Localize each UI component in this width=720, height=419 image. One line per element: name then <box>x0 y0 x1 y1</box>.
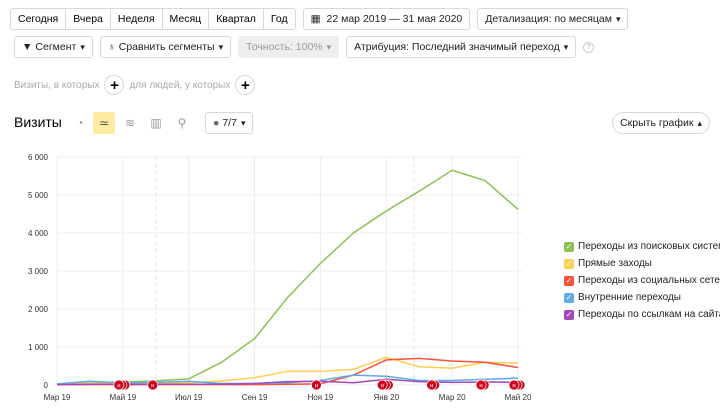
period-month[interactable]: Месяц <box>163 9 210 29</box>
period-selector: Сегодня Вчера Неделя Месяц Квартал Год <box>10 8 296 30</box>
y-tick-label: 2 000 <box>28 305 49 314</box>
chevron-down-icon: ▾ <box>218 41 224 52</box>
series-selector[interactable]: ● 7/7 ▾ <box>205 112 254 134</box>
detail-dropdown[interactable]: Детализация: по месяцам ▾ <box>477 8 629 30</box>
segment-toolbar: ▼ Сегмент ▾ ♁ Сравнить сегменты ▾ Точность: … <box>14 36 595 58</box>
add-visit-condition-button[interactable]: + <box>104 75 125 95</box>
period-week[interactable]: Неделя <box>111 9 163 29</box>
event-marker-icon <box>379 379 391 391</box>
accuracy-dropdown[interactable]: Точность: 100% ▾ <box>238 36 340 58</box>
event-marker-label: н <box>151 384 154 390</box>
add-people-condition-button[interactable]: + <box>235 75 256 95</box>
segment-button[interactable]: ▼ Сегмент ▾ <box>14 36 93 58</box>
event-marker-label: н <box>430 384 433 390</box>
checkbox-icon: ✓ <box>564 292 574 303</box>
event-marker-label: н <box>512 384 515 390</box>
help-icon[interactable]: ? <box>583 41 595 53</box>
attribution-dropdown[interactable]: Атрибуция: Последний значимый переход ▾ <box>346 36 577 58</box>
compare-segments-button[interactable]: ♁ Сравнить сегменты ▾ <box>99 36 232 58</box>
filter-row: Визиты, в которых + для людей, у которых… <box>14 75 256 95</box>
chart-title: Визиты <box>14 114 62 130</box>
y-tick-label: 1 000 <box>28 343 49 352</box>
event-marker-label: н <box>381 384 384 390</box>
legend-item-links[interactable]: ✓ Переходы по ссылкам на сайтах <box>564 309 720 320</box>
x-tick-label: Мар 19 <box>44 393 71 402</box>
x-tick-label: Ноя 19 <box>308 393 334 402</box>
checkbox-icon: ✓ <box>564 309 574 320</box>
chevron-down-icon: ▾ <box>563 41 569 52</box>
event-marker-icon <box>376 379 388 391</box>
event-marker-label: н <box>117 384 120 390</box>
period-quarter[interactable]: Квартал <box>209 9 264 29</box>
map-pin-icon[interactable]: ⚲ <box>177 116 187 130</box>
visits-filter-label: Визиты, в которых <box>14 79 100 91</box>
event-marker-icon <box>511 379 523 391</box>
checkbox-icon: ✓ <box>564 258 574 269</box>
checkbox-icon: ✓ <box>564 241 574 252</box>
y-tick-label: 0 <box>44 381 49 390</box>
event-marker-icon <box>514 379 526 391</box>
chart-legend: ✓ Переходы из поисковых систем ✓ Прямые за… <box>564 238 720 323</box>
event-marker-icon <box>426 379 438 391</box>
chevron-down-icon: ▾ <box>615 13 621 24</box>
chevron-down-icon: ▾ <box>326 41 332 52</box>
chevron-down-icon: ▾ <box>240 117 246 128</box>
x-tick-label: Мар 20 <box>439 393 466 402</box>
series-line <box>56 374 519 385</box>
compare-icon: ♁ <box>107 41 116 53</box>
calendar-icon: ▦ <box>310 13 321 25</box>
event-marker-icon <box>382 379 394 391</box>
x-tick-label: Июл 19 <box>175 393 203 402</box>
chevron-up-icon: ▴ <box>697 117 702 128</box>
date-range-button[interactable]: ▦ 22 мар 2019 — 31 мая 2020 <box>302 8 471 30</box>
legend-item-direct[interactable]: ✓ Прямые заходы <box>564 258 652 269</box>
event-marker-label: н <box>479 384 482 390</box>
event-marker-icon <box>429 379 441 391</box>
series-line <box>57 357 519 386</box>
x-tick-label: Сен 19 <box>242 393 268 402</box>
legend-item-social[interactable]: ✓ Переходы из социальных сетей <box>564 275 720 286</box>
filter-icon: ▼ <box>22 41 33 53</box>
y-tick-label: 3 000 <box>28 267 49 276</box>
y-tick-label: 5 000 <box>28 191 49 200</box>
event-marker-icon <box>475 379 487 391</box>
bar-chart-icon[interactable]: ▥ <box>150 116 162 130</box>
legend-item-search[interactable]: ✓ Переходы из поисковых систем <box>564 241 720 252</box>
y-tick-label: 4 000 <box>28 229 49 238</box>
event-marker-label: н <box>315 384 318 390</box>
chevron-down-icon: ▾ <box>80 41 85 52</box>
pie-chart-icon[interactable]: ◔ <box>76 116 84 130</box>
event-marker-icon <box>113 379 125 391</box>
checkbox-icon: ✓ <box>564 275 574 286</box>
y-tick-label: 6 000 <box>28 153 49 162</box>
series-line <box>56 356 519 385</box>
event-marker-icon <box>147 379 159 391</box>
legend-item-internal[interactable]: ✓ Внутренние переходы <box>564 292 681 303</box>
hide-chart-button[interactable]: Скрыть график ▴ <box>612 112 710 134</box>
event-marker-icon <box>311 379 322 391</box>
x-tick-label: Май 20 <box>505 393 532 402</box>
period-today[interactable]: Сегодня <box>11 9 67 29</box>
event-marker-icon <box>116 379 128 391</box>
x-tick-label: Май 19 <box>109 393 136 402</box>
top-toolbar: Сегодня Вчера Неделя Месяц Квартал Год ▦… <box>10 8 629 30</box>
line-chart-icon[interactable]: ≃ <box>93 112 115 134</box>
event-marker-icon <box>508 379 520 391</box>
area-chart-icon[interactable]: ≋ <box>124 116 136 130</box>
series-line <box>56 169 519 385</box>
period-year[interactable]: Год <box>270 13 288 25</box>
people-filter-label: для людей, у которых <box>129 79 231 91</box>
event-marker-icon <box>119 379 131 391</box>
comment-icon: ● <box>213 117 220 129</box>
x-tick-label: Янв 20 <box>373 393 399 402</box>
series-line <box>56 378 519 386</box>
event-marker-icon <box>478 379 490 391</box>
period-yesterday[interactable]: Вчера <box>66 9 111 29</box>
